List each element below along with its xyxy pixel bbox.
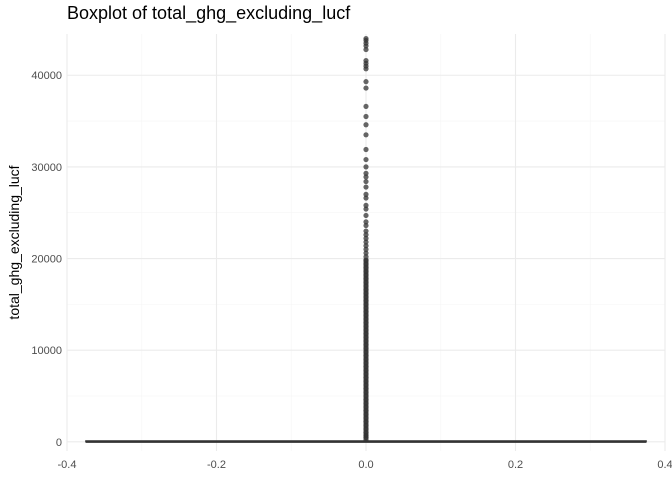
- outlier-point: [363, 320, 369, 326]
- outlier-point: [363, 360, 369, 366]
- x-tick-label: 0.2: [508, 459, 523, 471]
- outlier-point: [363, 323, 369, 329]
- outlier-point: [363, 184, 369, 190]
- outlier-point: [363, 202, 369, 208]
- outlier-point: [363, 246, 369, 252]
- outlier-point: [363, 287, 369, 293]
- outlier-point: [363, 301, 369, 307]
- outlier-point: [363, 276, 369, 282]
- outlier-point: [363, 356, 369, 362]
- outlier-point: [363, 156, 369, 163]
- outlier-point: [363, 327, 369, 333]
- outlier-point: [363, 122, 369, 128]
- outlier-point: [363, 228, 369, 234]
- outlier-point: [363, 305, 369, 311]
- x-tick-label: -0.2: [207, 459, 226, 471]
- y-axis-title: total_ghg_excluding_lucf: [6, 165, 22, 319]
- outlier-point: [363, 415, 369, 421]
- outlier-point: [363, 164, 369, 170]
- outlier-point: [363, 331, 369, 337]
- outlier-point: [363, 219, 369, 225]
- chart-title: Boxplot of total_ghg_excluding_lucf: [67, 3, 351, 23]
- outlier-point: [363, 146, 369, 153]
- outlier-point: [363, 235, 369, 241]
- outlier-point: [363, 279, 369, 285]
- outlier-point: [363, 222, 369, 229]
- outlier-point: [363, 367, 369, 373]
- outlier-point: [363, 243, 369, 249]
- outlier-point: [363, 389, 369, 395]
- outlier-point: [363, 378, 369, 384]
- outlier-point: [363, 411, 369, 417]
- outlier-point: [363, 254, 369, 260]
- outlier-point: [363, 312, 369, 318]
- outlier-point: [363, 46, 369, 53]
- outlier-point: [363, 334, 369, 340]
- outlier-point: [363, 298, 369, 304]
- outlier-point: [363, 290, 369, 296]
- y-tick-label: 0: [56, 437, 62, 449]
- outlier-point: [363, 316, 369, 322]
- outlier-point: [363, 212, 369, 219]
- outlier-point: [363, 113, 369, 120]
- y-tick-label: 30000: [31, 162, 62, 174]
- outlier-point: [363, 170, 369, 176]
- outlier-point: [363, 178, 369, 185]
- outlier-point: [363, 408, 369, 414]
- outlier-point: [363, 257, 369, 263]
- y-tick-label: 10000: [31, 345, 62, 357]
- outlier-point: [363, 294, 369, 300]
- outlier-point: [363, 79, 369, 85]
- outlier-point: [363, 265, 369, 271]
- outlier-point: [363, 283, 369, 289]
- outlier-point: [363, 371, 369, 377]
- outlier-point: [363, 375, 369, 381]
- y-tick-label: 40000: [31, 70, 62, 82]
- outlier-point: [363, 195, 369, 201]
- outlier-point: [363, 261, 369, 267]
- outlier-point: [363, 191, 369, 197]
- outlier-point: [363, 434, 369, 440]
- outlier-point: [363, 382, 369, 388]
- outlier-point: [363, 397, 369, 403]
- outlier-point: [363, 66, 369, 72]
- x-tick-label: 0.4: [657, 459, 672, 471]
- outlier-point: [363, 272, 369, 278]
- outlier-point: [363, 338, 369, 344]
- outlier-point: [363, 268, 369, 274]
- outlier-point: [363, 206, 369, 212]
- outlier-point: [363, 404, 369, 410]
- outlier-point: [363, 393, 369, 399]
- data-layer: [85, 35, 647, 443]
- outlier-point: [363, 174, 369, 180]
- outlier-point: [363, 364, 369, 370]
- axis-layer: -0.4 -0.2 0.0 0.2 0.4 0 10000 20000 30000 40000 to…: [6, 70, 672, 471]
- outlier-point: [363, 239, 369, 245]
- y-tick-label: 20000: [31, 254, 62, 266]
- outlier-point: [363, 232, 369, 238]
- outlier-point: [363, 342, 369, 348]
- outlier-point: [363, 43, 369, 49]
- outlier-point: [363, 386, 369, 392]
- outlier-point: [363, 85, 369, 91]
- outlier-point: [363, 250, 369, 256]
- outlier-point: [363, 419, 369, 425]
- outlier-point: [363, 422, 369, 428]
- outlier-point: [363, 132, 369, 138]
- outlier-point: [363, 103, 369, 110]
- outlier-point: [363, 353, 369, 359]
- outlier-point: [363, 309, 369, 315]
- outlier-point: [363, 426, 369, 432]
- x-tick-label: 0.0: [358, 459, 373, 471]
- outlier-point: [363, 345, 369, 351]
- x-tick-label: -0.4: [58, 459, 77, 471]
- outlier-point: [363, 349, 369, 355]
- outlier-point: [363, 400, 369, 406]
